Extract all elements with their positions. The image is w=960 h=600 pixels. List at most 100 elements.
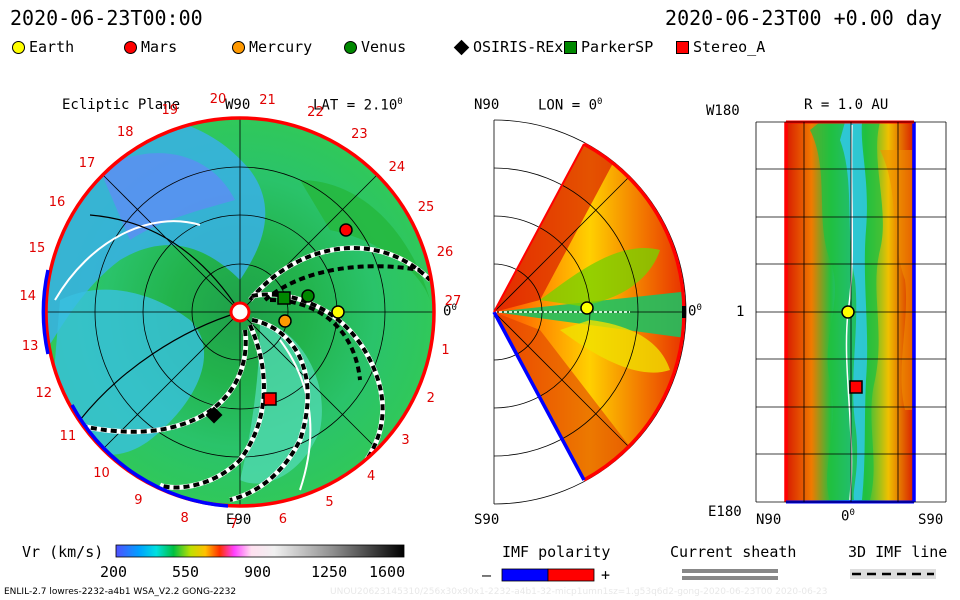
ecliptic-title: Ecliptic Plane (62, 97, 181, 113)
datetime-right: 2020-06-23T00 +0.00 day (665, 6, 942, 30)
carrington-label: 26 (436, 245, 454, 261)
carrington-label: 19 (161, 103, 179, 118)
legend-stereo-a: Stereo_A (676, 38, 765, 56)
meridional-fill-regions (494, 144, 686, 480)
imf-polarity-minus: – (482, 566, 492, 584)
carrington-label: 20 (209, 92, 227, 108)
legend-label: Venus (361, 38, 407, 56)
sun-icon (229, 301, 251, 323)
carrington-label: 22 (307, 104, 324, 120)
ecliptic-bottom-label: E90 (226, 512, 252, 528)
venus-marker (301, 289, 315, 303)
zero-value: 0 (443, 303, 452, 320)
meridional-plane-panel (492, 119, 687, 505)
legend-parkersp: ParkerSP (564, 38, 653, 56)
legend-earth: Earth (12, 38, 74, 56)
carrington-label: 4 (367, 468, 376, 484)
mars-marker (339, 223, 353, 237)
x-mid-deg: 0 (849, 508, 855, 518)
carrington-label: 2 (426, 390, 435, 406)
legend-venus: Venus (344, 38, 406, 56)
legend-label: OSIRIS-REx (473, 38, 564, 56)
ecliptic-rim-negative (70, 404, 229, 508)
imf-polarity-plus: + (601, 566, 611, 584)
colorbar-tick: 1250 (311, 563, 348, 581)
carrington-label: 21 (259, 92, 276, 108)
spiral-lines (79, 214, 241, 421)
colorbar-tick: 1600 (369, 563, 406, 581)
radial-x-mid: 00 (841, 508, 855, 525)
carrington-label: 24 (388, 159, 406, 175)
legend-label: Mercury (249, 38, 313, 56)
colorbar-tick: 900 (244, 563, 272, 581)
legend-osiris-rex: OSIRIS-REx (453, 38, 564, 56)
carrington-label: 6 (278, 511, 287, 527)
carrington-label: 5 (325, 495, 334, 511)
legend-label: ParkerSP (581, 38, 654, 56)
radial-bottom-label: E180 (708, 504, 742, 520)
carrington-label: 23 (351, 127, 368, 143)
meridional-zero-label: 00 (688, 303, 702, 320)
speed-colorbar (115, 544, 405, 558)
legend-mars: Mars (124, 38, 177, 56)
carrington-label: 11 (59, 429, 77, 445)
carrington-label: 12 (35, 386, 52, 402)
ecliptic-rim-positive (44, 116, 436, 508)
stereo-a-marker-icon (676, 40, 689, 54)
carrington-label: 14 (19, 289, 37, 305)
radial-x-left: N90 (756, 512, 782, 528)
imf-line-swatch (850, 569, 936, 579)
parkersp-marker (277, 291, 291, 305)
carrington-label: 27 (444, 294, 462, 310)
mercury-marker-icon (232, 40, 245, 54)
carrington-label: 25 (417, 199, 435, 215)
radial-x-right: S90 (918, 512, 944, 528)
earth-marker-icon (12, 40, 25, 54)
current-sheath-title: Current sheath (670, 543, 797, 561)
carrington-label: 9 (134, 493, 143, 509)
carrington-label: 18 (117, 124, 134, 140)
current-sheath-swatch (682, 569, 778, 573)
zero-value: 0 (688, 303, 697, 320)
ecliptic-lat-label: LAT = 2.100 (313, 97, 403, 114)
zero-deg: 0 (451, 303, 457, 313)
colorbar-tick: 550 (172, 563, 200, 581)
carrington-label: 15 (28, 240, 46, 256)
meridional-rim-positive (583, 142, 686, 313)
carrington-label: 16 (48, 195, 66, 211)
carrington-label: 8 (180, 510, 189, 526)
lat-deg: 0 (397, 97, 403, 107)
datetime-left: 2020-06-23T00:00 (10, 6, 203, 30)
colorbar-tick: 200 (100, 563, 128, 581)
imf-field-lines (59, 245, 432, 503)
stereo-a-marker (849, 380, 863, 394)
parkersp-marker-icon (564, 40, 577, 54)
radial-r-label: R = 1.0 AU (804, 97, 889, 113)
legend-label: Stereo_A (693, 38, 766, 56)
lat-value: LAT = 2.10 (313, 97, 398, 114)
earth-marker (331, 305, 345, 319)
mercury-marker (278, 314, 292, 328)
imf-polarity-negative (501, 568, 549, 582)
mars-marker-icon (124, 40, 137, 54)
x-mid-value: 0 (841, 508, 850, 525)
carrington-label: 3 (401, 433, 410, 449)
carrington-label: 17 (78, 156, 96, 172)
carrington-label: 7 (229, 516, 238, 532)
footer-model-info: ENLIL-2.7 lowres-2232-a4b1 WSA_V2.2 GONG… (4, 587, 237, 597)
colorbar-title: Vr (km/s) (22, 543, 104, 561)
imf-line-title: 3D IMF line (848, 543, 948, 561)
carrington-label: 1 (441, 343, 450, 359)
ecliptic-w-label: W90 (225, 97, 251, 113)
carrington-label: 10 (93, 465, 110, 481)
meridional-s-label: S90 (474, 512, 500, 528)
body-legend: Earth Mars Mercury Venus OSIRIS-REx Park… (8, 38, 952, 58)
stereo-a-marker (263, 392, 277, 406)
ecliptic-zero-label: 00 (443, 303, 457, 320)
imf-polarity-positive (547, 568, 595, 582)
radial-panel (755, 120, 947, 504)
imf-polarity-title: IMF polarity (502, 543, 611, 561)
carrington-label: 13 (21, 338, 39, 354)
legend-label: Earth (29, 38, 75, 56)
